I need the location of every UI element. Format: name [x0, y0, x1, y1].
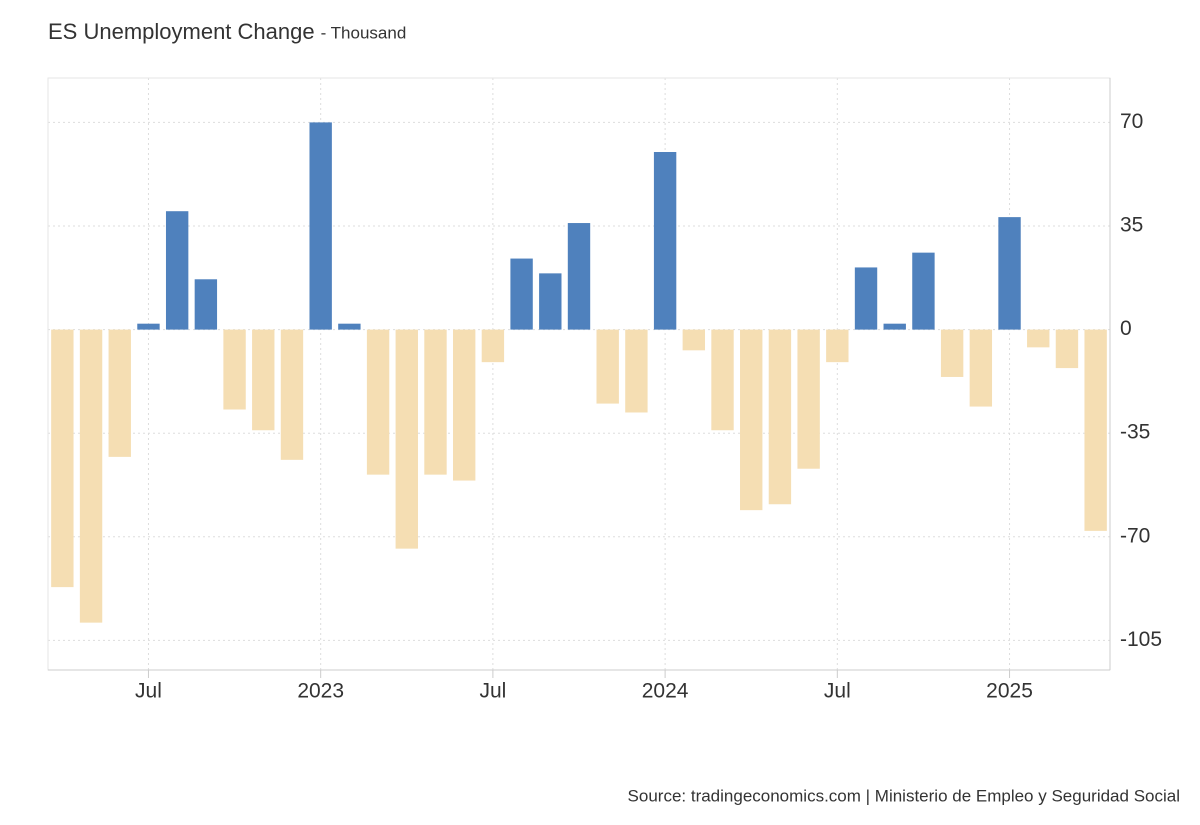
bar: [194, 279, 218, 330]
bar: [309, 122, 332, 330]
x-tick-label: Jul: [135, 680, 162, 703]
bar: [395, 329, 418, 549]
bar: [1084, 329, 1107, 531]
bar: [625, 329, 648, 413]
bar: [711, 329, 734, 431]
bar: [1055, 329, 1079, 369]
bar: [940, 329, 964, 377]
bar: [567, 223, 591, 330]
bar: [108, 329, 131, 457]
bar: [596, 329, 619, 404]
bar: [338, 323, 361, 330]
source: Source: tradingeconomics.com | Ministeri…: [628, 786, 1180, 805]
bar: [740, 329, 763, 511]
x-tick-label: 2023: [297, 680, 344, 703]
bar: [165, 211, 189, 330]
x-tick-label: 2024: [642, 680, 689, 703]
bar: [137, 323, 160, 330]
y-tick-label: 35: [1120, 214, 1143, 237]
bar: [998, 217, 1021, 330]
chart-title: ES Unemployment Change: [48, 19, 315, 44]
bar: [826, 329, 849, 363]
x-tick-label: 2025: [986, 680, 1033, 703]
bar: [797, 329, 820, 469]
bar: [912, 252, 935, 330]
y-tick-label: 0: [1120, 317, 1132, 340]
bar: [969, 329, 993, 407]
bar: [252, 329, 275, 431]
bar: [280, 329, 304, 460]
bar: [366, 329, 390, 475]
bar: [481, 329, 505, 363]
y-tick-label: 70: [1120, 110, 1143, 133]
bar: [223, 329, 246, 410]
y-tick-label: -105: [1120, 628, 1162, 651]
x-tick-label: Jul: [479, 680, 506, 703]
bar: [854, 267, 878, 330]
bar: [653, 152, 677, 330]
bars: [51, 122, 1107, 623]
bar: [510, 258, 533, 330]
bar: [424, 329, 447, 475]
bar: [768, 329, 792, 505]
bar: [883, 323, 906, 330]
bar: [1027, 329, 1050, 348]
x-tick-label: Jul: [824, 680, 851, 703]
bar: [79, 329, 103, 623]
y-tick-label: -70: [1120, 524, 1150, 547]
bar: [539, 273, 562, 330]
chart-subtitle: - Thousand: [321, 23, 407, 42]
bar: [452, 329, 476, 481]
bar: [51, 329, 74, 588]
y-tick-label: -35: [1120, 421, 1150, 444]
bar: [682, 329, 706, 351]
